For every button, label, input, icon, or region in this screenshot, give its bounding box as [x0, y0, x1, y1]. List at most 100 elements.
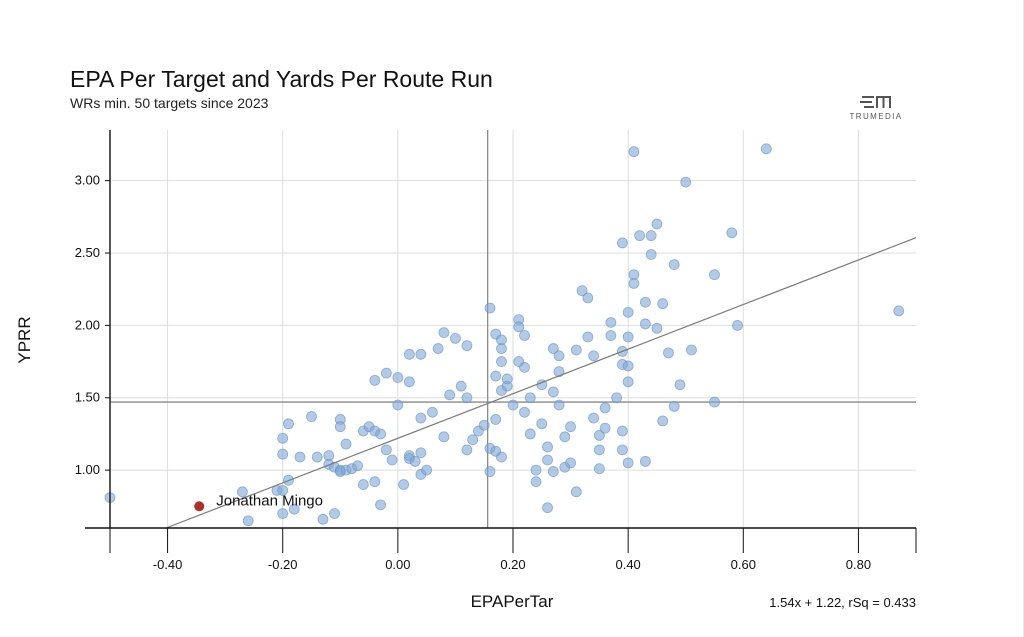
data-point: [317, 513, 329, 525]
data-point: [513, 321, 525, 333]
data-point: [432, 343, 444, 354]
x-axis-label: EPAPerTar: [470, 592, 554, 611]
data-point: [622, 306, 634, 318]
data-point: [593, 444, 605, 456]
data-point: [628, 278, 640, 289]
data-point: [634, 230, 646, 242]
data-point: [519, 361, 530, 373]
data-point: [242, 515, 254, 527]
data-point: [611, 392, 623, 404]
data-point: [547, 466, 559, 477]
data-point: [588, 412, 599, 424]
data-point: [519, 330, 530, 341]
data-point: [501, 373, 513, 385]
data-point: [294, 451, 306, 463]
trumedia-logo-icon: [860, 96, 891, 108]
data-point: [392, 372, 404, 383]
data-point: [484, 302, 496, 314]
data-point: [542, 454, 553, 466]
data-point: [565, 421, 576, 433]
data-point: [628, 146, 640, 158]
data-point: [582, 292, 594, 304]
data-point: [547, 343, 559, 354]
data-point: [334, 421, 346, 433]
data-point: [277, 508, 289, 519]
data-point: [403, 348, 415, 360]
data-point: [616, 444, 628, 456]
data-point: [593, 463, 605, 475]
x-tick-label: -0.20: [268, 557, 298, 572]
data-point: [582, 331, 594, 343]
data-point: [311, 451, 323, 463]
data-point: [490, 414, 502, 425]
data-point: [490, 370, 502, 382]
data-point: [605, 317, 617, 328]
data-point: [369, 374, 381, 386]
data-point: [438, 327, 450, 339]
data-point: [640, 296, 651, 308]
data-point: [553, 350, 565, 362]
data-point: [599, 402, 611, 414]
data-point: [467, 434, 479, 446]
data-point: [680, 176, 692, 188]
y-tick-label: 2.00: [75, 317, 100, 332]
chart-subtitle: WRs min. 50 targets since 2023: [70, 95, 269, 111]
data-point: [668, 401, 680, 412]
data-point: [288, 503, 300, 515]
data-point: [530, 476, 542, 488]
data-point: [426, 406, 438, 418]
data-point: [519, 406, 530, 418]
data-point: [565, 457, 576, 469]
data-point: [380, 444, 392, 456]
data-point: [329, 508, 340, 519]
x-tick-label: 0.40: [615, 557, 640, 572]
data-point: [237, 486, 248, 498]
data-point: [461, 392, 473, 404]
regression-label: 1.54x + 1.22, rSq = 0.433: [769, 595, 916, 610]
data-point: [616, 425, 628, 437]
data-point: [415, 447, 427, 459]
highlight-point: [194, 501, 205, 512]
data-point: [352, 460, 363, 472]
data-point: [645, 249, 657, 260]
data-point: [392, 399, 404, 411]
data-point: [559, 431, 571, 443]
data-point: [593, 429, 605, 441]
data-point: [277, 448, 289, 460]
data-point: [553, 366, 565, 378]
data-point: [709, 396, 720, 408]
data-point: [306, 411, 317, 422]
data-point: [657, 298, 669, 310]
data-point: [415, 412, 427, 424]
data-point: [553, 399, 565, 411]
data-point: [530, 464, 542, 476]
data-point: [375, 499, 386, 511]
y-tick-label: 1.00: [75, 462, 100, 477]
data-point: [570, 344, 582, 356]
data-point: [438, 431, 450, 443]
data-point: [640, 456, 651, 467]
trendline: [165, 237, 917, 529]
data-point: [340, 438, 352, 450]
data-point: [386, 454, 398, 466]
data-point: [686, 344, 697, 356]
data-point: [657, 415, 669, 427]
trumedia-logo: TRUMEDIA: [846, 95, 906, 127]
data-point: [645, 230, 657, 242]
x-tick-label: 0.00: [385, 557, 410, 572]
data-point: [542, 502, 553, 514]
highlight-label: Jonathan Mingo: [216, 492, 323, 509]
data-point: [277, 432, 289, 444]
data-point: [415, 348, 427, 360]
data-point: [570, 486, 582, 498]
data-point: [409, 456, 421, 467]
data-point: [547, 386, 559, 398]
data-point: [496, 356, 507, 367]
data-point: [732, 319, 743, 331]
data-point: [496, 451, 507, 463]
data-point: [478, 419, 490, 431]
data-point: [893, 305, 905, 317]
data-point: [283, 418, 294, 430]
data-point: [651, 218, 663, 230]
data-point: [588, 350, 599, 362]
